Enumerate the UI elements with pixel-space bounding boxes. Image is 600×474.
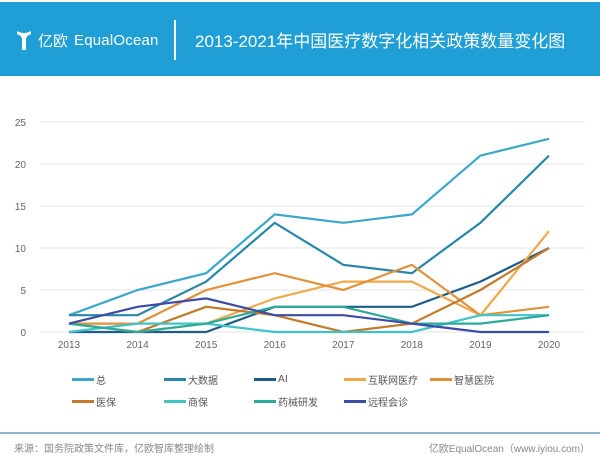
series-line-商保 [68,314,549,334]
legend-label: 商保 [188,397,208,409]
y-tick-label: 25 [15,118,27,129]
header-divider [174,20,176,60]
x-tick-label: 2014 [126,340,149,351]
legend-label: AI [278,373,288,385]
legend-item: 智慧医院 [430,373,494,387]
legend-label: 智慧医院 [454,375,494,387]
legend-swatch [254,377,276,381]
legend-item: 药械研发 [254,395,318,409]
legend-label: 总 [96,375,106,387]
logo-english-text: EqualOcean [74,31,159,49]
logo-chinese-text: 亿欧 [38,31,69,50]
equalocean-logo-icon [17,31,31,50]
legend-label: 医保 [96,397,116,409]
legend-swatch [344,377,366,381]
x-tick-label: 2017 [332,340,355,351]
source-note: 来源：国务院政策文件库，亿欧智库整理绘制 [14,444,214,455]
legend-label: 药械研发 [278,397,318,409]
legend-swatch [164,399,186,403]
legend-label: 大数据 [188,375,218,387]
legend-item: AI [254,373,288,385]
chart-title: 2013-2021年中国医疗数字化相关政策数量变化图 [195,32,566,51]
credit-note: 亿欧EqualOcean（www.iyiou.com） [428,444,590,455]
y-tick-label: 10 [15,244,27,255]
legend-label: 远程会诊 [368,397,408,409]
y-tick-label: 20 [15,160,27,171]
legend-swatch [72,399,94,403]
x-tick-label: 2013 [58,340,81,351]
x-tick-label: 2015 [195,340,218,351]
line-chart: 0 5 10 15 20 25 2013 2014 2015 2016 2017 2018 2019 20… [15,118,585,351]
footer-divider [0,432,600,434]
legend-swatch [164,377,186,381]
series-line-智慧医院 [69,263,550,325]
legend-item: 商保 [164,395,208,409]
legend-item: 大数据 [164,373,218,387]
legend-swatch [430,377,452,381]
legend-swatch [344,399,366,403]
legend-item: 远程会诊 [344,395,408,409]
series-line-医保 [68,247,550,334]
series-line-总 [68,137,550,317]
legend-swatch [72,377,94,381]
legend-swatch [254,399,276,403]
y-tick-label: 0 [20,328,26,339]
legend-item: 总 [72,373,106,387]
legend-item: 互联网医疗 [344,373,418,387]
x-tick-label: 2018 [401,340,424,351]
x-tick-label: 2019 [469,340,492,351]
legend-label: 互联网医疗 [368,375,418,387]
y-tick-label: 5 [20,286,26,297]
y-tick-label: 15 [15,202,27,213]
legend-item: 医保 [72,395,116,409]
header-banner: 亿欧 EqualOcean 2013-2021年中国医疗数字化相关政策数量变化图 [0,2,600,76]
x-tick-label: 2020 [538,340,561,351]
brand-logo: 亿欧 EqualOcean [16,26,159,54]
series-line-远程会诊 [68,297,549,334]
x-tick-label: 2016 [264,340,287,351]
series-line-大数据 [69,154,550,317]
series-line-药械研发 [68,305,550,334]
